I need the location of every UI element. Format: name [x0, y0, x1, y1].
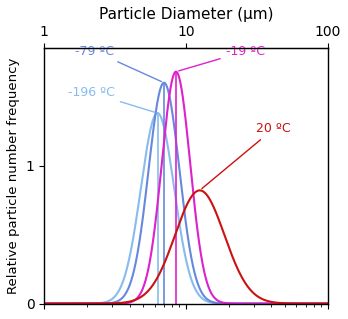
Text: 20 ºC: 20 ºC: [202, 122, 291, 189]
X-axis label: Particle Diameter (μm): Particle Diameter (μm): [99, 7, 273, 22]
Text: -19 ºC: -19 ºC: [179, 45, 264, 71]
Text: -79 ºC: -79 ºC: [75, 45, 161, 82]
Y-axis label: Relative particle number frequency: Relative particle number frequency: [7, 58, 20, 294]
Text: -196 ºC: -196 ºC: [68, 86, 155, 112]
